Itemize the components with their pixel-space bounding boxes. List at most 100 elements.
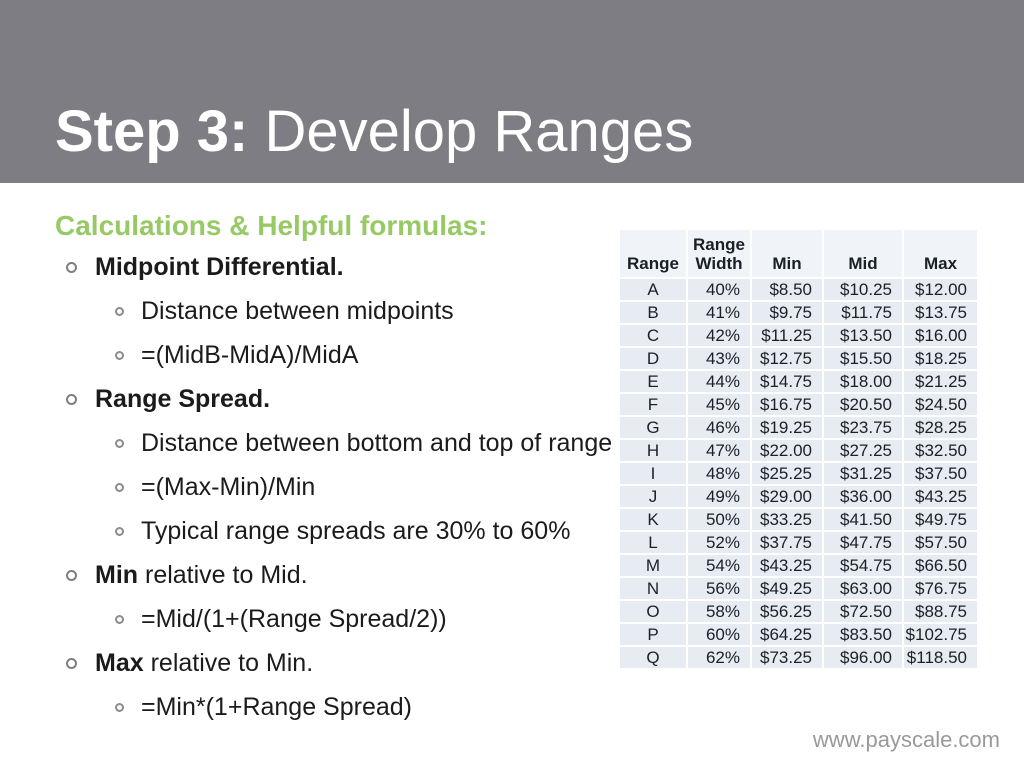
table-cell: 52% <box>686 530 752 555</box>
table-row: M 54% $43.25 $54.75 $66.50 <box>618 553 979 578</box>
table-cell: $72.50 <box>822 599 904 624</box>
table-row: I 48% $25.25 $31.25 $37.50 <box>618 461 979 486</box>
circle-bullet-icon <box>66 393 77 405</box>
bullet-item: Distance between bottom and top of range <box>55 421 615 465</box>
bullet-item: =(Max-Min)/Min <box>55 465 615 509</box>
table-cell: B <box>618 300 688 325</box>
table-cell: 47% <box>686 438 752 463</box>
table-cell: 62% <box>686 645 752 670</box>
table-header-cell: Range <box>618 228 688 279</box>
table-cell: 54% <box>686 553 752 578</box>
table-cell: 43% <box>686 346 752 371</box>
table-row: B 41% $9.75 $11.75 $13.75 <box>618 300 979 325</box>
circle-bullet-icon <box>115 614 124 624</box>
bullet-item: Max relative to Min. <box>55 641 615 685</box>
circle-bullet-icon <box>115 438 124 448</box>
circle-bullet-icon <box>66 261 77 273</box>
title-band: Step 3: Develop Ranges <box>0 0 1024 183</box>
table-cell: $16.75 <box>750 392 824 417</box>
bullet-text: Distance between bottom and top of range <box>141 428 613 457</box>
table-row: D 43% $12.75 $15.50 $18.25 <box>618 346 979 371</box>
bullet-text: Max relative to Min. <box>95 648 314 677</box>
table-row: L 52% $37.75 $47.75 $57.50 <box>618 530 979 555</box>
table-header-row: Range Range Width Min Mid Max <box>618 228 979 279</box>
table-cell: $11.25 <box>750 323 824 348</box>
table-cell: $66.50 <box>902 553 979 578</box>
table-cell: $43.25 <box>902 484 979 509</box>
bullet-item: =(MidB-MidA)/MidA <box>55 333 615 377</box>
table-cell: O <box>618 599 688 624</box>
table-cell: K <box>618 507 688 532</box>
table-cell: $63.00 <box>822 576 904 601</box>
table-cell: $8.50 <box>750 277 824 302</box>
table-cell: A <box>618 277 688 302</box>
table-cell: 48% <box>686 461 752 486</box>
table-cell: $33.25 <box>750 507 824 532</box>
table-cell: $15.50 <box>822 346 904 371</box>
table-row: J 49% $29.00 $36.00 $43.25 <box>618 484 979 509</box>
circle-bullet-icon <box>115 482 124 492</box>
table-cell: $11.75 <box>822 300 904 325</box>
table-cell: $54.75 <box>822 553 904 578</box>
table-cell: $36.00 <box>822 484 904 509</box>
table-cell: 46% <box>686 415 752 440</box>
table-cell: $18.25 <box>902 346 979 371</box>
bullet-text: Min relative to Mid. <box>95 560 308 589</box>
table-cell: Q <box>618 645 688 670</box>
table-cell: $47.75 <box>822 530 904 555</box>
bullet-text: Distance between midpoints <box>141 296 454 325</box>
table-cell: 40% <box>686 277 752 302</box>
table-cell: $24.50 <box>902 392 979 417</box>
table-cell: J <box>618 484 688 509</box>
table-cell: $96.00 <box>822 645 904 670</box>
table-cell: $12.75 <box>750 346 824 371</box>
table-row: A 40% $8.50 $10.25 $12.00 <box>618 277 979 302</box>
table-cell: M <box>618 553 688 578</box>
table-row: G 46% $19.25 $23.75 $28.25 <box>618 415 979 440</box>
bullet-item: Distance between midpoints <box>55 289 615 333</box>
bullet-text: Range Spread. <box>95 384 271 413</box>
table-row: K 50% $33.25 $41.50 $49.75 <box>618 507 979 532</box>
table-cell: $22.00 <box>750 438 824 463</box>
table-cell: 44% <box>686 369 752 394</box>
table-cell: $12.00 <box>902 277 979 302</box>
table-cell: $37.50 <box>902 461 979 486</box>
bullet-text: =(MidB-MidA)/MidA <box>141 340 359 369</box>
table-cell: $56.25 <box>750 599 824 624</box>
bullet-text: =Mid/(1+(Range Spread/2)) <box>141 604 447 633</box>
table-cell: $49.75 <box>902 507 979 532</box>
table-cell: I <box>618 461 688 486</box>
ranges-table: Range Range Width Min Mid Max A 40% $8.50 $10.2… <box>618 228 979 670</box>
table-cell: $43.25 <box>750 553 824 578</box>
table-cell: $118.50 <box>902 645 979 670</box>
table-cell: $31.25 <box>822 461 904 486</box>
table-cell: 45% <box>686 392 752 417</box>
table-cell: $18.00 <box>822 369 904 394</box>
page-title: Step 3: Develop Ranges <box>55 103 693 161</box>
title-step-label: Step 3: <box>55 99 249 164</box>
table-cell: $73.25 <box>750 645 824 670</box>
table-cell: 49% <box>686 484 752 509</box>
table-row: E 44% $14.75 $18.00 $21.25 <box>618 369 979 394</box>
bullet-text: Midpoint Differential. <box>95 252 344 281</box>
table-cell: D <box>618 346 688 371</box>
table-cell: $25.25 <box>750 461 824 486</box>
table-cell: 41% <box>686 300 752 325</box>
table-header-cell: Mid <box>822 228 904 279</box>
ranges-table-container: Range Range Width Min Mid Max A 40% $8.50 $10.2… <box>618 228 979 670</box>
table-cell: $16.00 <box>902 323 979 348</box>
table-cell: $88.75 <box>902 599 979 624</box>
section-heading: Calculations & Helpful formulas: <box>55 210 488 241</box>
circle-bullet-icon <box>66 657 77 669</box>
table-cell: $13.50 <box>822 323 904 348</box>
table-cell: P <box>618 622 688 647</box>
bullet-text: =(Max-Min)/Min <box>141 472 316 501</box>
table-header-cell: Range Width <box>686 228 752 279</box>
table-cell: E <box>618 369 688 394</box>
table-cell: 50% <box>686 507 752 532</box>
circle-bullet-icon <box>115 702 124 712</box>
bullet-list: Midpoint Differential. Distance between m… <box>55 245 615 729</box>
table-cell: $76.75 <box>902 576 979 601</box>
table-cell: $27.25 <box>822 438 904 463</box>
table-cell: $83.50 <box>822 622 904 647</box>
